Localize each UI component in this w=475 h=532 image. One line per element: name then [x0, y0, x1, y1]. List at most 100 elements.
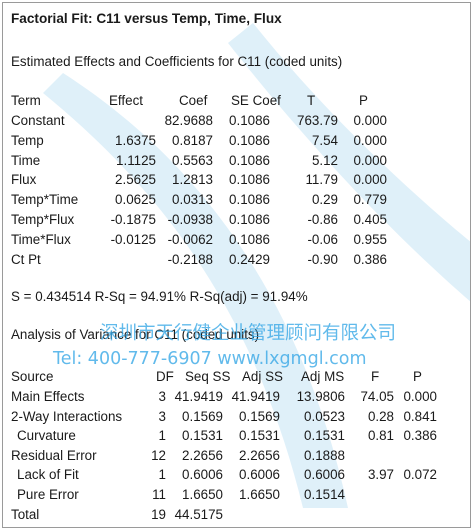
effects-value-cell: 0.2429	[229, 251, 270, 267]
anova-value-cell: 13.9806	[296, 389, 345, 404]
anova-value-cell: 11	[152, 487, 166, 502]
effects-value-cell: 0.779	[353, 192, 387, 208]
anova-heading: Analysis of Variance for C11 (coded unit…	[11, 327, 260, 342]
effects-value-cell: -0.1875	[110, 212, 156, 227]
effects-value-cell: 5.12	[311, 152, 338, 168]
effects-value-cell: 1.1125	[116, 152, 156, 168]
effects-heading: Estimated Effects and Coefficients for C…	[11, 54, 343, 69]
effects-value-cell: 2.5625	[115, 172, 156, 188]
effects-value-cell: 0.1086	[229, 132, 270, 148]
effects-value-cell: 763.79	[297, 113, 338, 128]
anova-value-cell: 1.6650	[239, 487, 280, 502]
anova-source-cell: Curvature	[17, 428, 76, 444]
anova-value-cell: 0.1514	[304, 487, 345, 502]
effects-value-cell: 11.79	[305, 172, 338, 188]
anova-value-cell: 3	[158, 408, 166, 424]
anova-value-cell: 0.6006	[304, 467, 345, 483]
effects-value-cell: 0.1086	[229, 172, 270, 188]
anova-value-cell: 0.841	[403, 408, 437, 424]
anova-value-cell: 0.6006	[239, 467, 280, 483]
effects-term-cell: Temp	[11, 132, 44, 148]
effects-value-cell: 0.386	[353, 251, 387, 267]
effects-header-cell: Effect	[109, 93, 143, 108]
anova-source-cell: Pure Error	[17, 487, 79, 502]
anova-value-cell: 2.2656	[239, 447, 280, 463]
anova-source-cell: 2-Way Interactions	[11, 408, 123, 424]
effects-header-cell: Coef	[179, 93, 208, 108]
anova-value-cell: 1	[158, 467, 166, 483]
effects-value-cell: 1.2813	[172, 172, 213, 188]
effects-term-cell: Ct Pt	[11, 251, 41, 267]
watermark-contact: Tel: 400-777-6907 www.lxgmgl.com	[53, 349, 367, 369]
effects-value-cell: -0.0125	[110, 231, 156, 247]
effects-value-cell: 0.5563	[172, 152, 213, 168]
anova-value-cell: 74.05	[360, 389, 394, 404]
effects-term-cell: Temp*Time	[11, 192, 79, 208]
effects-value-cell: -0.90	[307, 251, 338, 267]
anova-value-cell: 0.81	[367, 428, 394, 444]
anova-value-cell: 0.1569	[239, 408, 280, 424]
effects-value-cell: -0.2188	[167, 251, 213, 267]
anova-value-cell: 0.0523	[304, 408, 345, 424]
anova-header-cell: Source	[11, 369, 54, 384]
anova-header-cell: DF	[156, 369, 174, 384]
anova-value-cell: 44.5175	[174, 506, 223, 522]
effects-value-cell: -0.0062	[167, 231, 213, 247]
anova-value-cell: 0.1888	[304, 447, 345, 463]
effects-header-cell: Term	[11, 93, 41, 108]
anova-value-cell: 0.28	[367, 408, 394, 424]
anova-value-cell: 0.072	[403, 467, 437, 483]
anova-header-cell: Seq SS	[185, 369, 231, 384]
effects-value-cell: 0.29	[311, 192, 338, 208]
anova-value-cell: 0.1531	[304, 428, 345, 444]
fit-stats: S = 0.434514 R-Sq = 94.91% R-Sq(adj) = 9…	[11, 289, 308, 304]
effects-term-cell: Flux	[11, 172, 37, 188]
effects-value-cell: 0.1086	[229, 231, 270, 247]
effects-value-cell: 0.1086	[229, 212, 270, 227]
effects-term-cell: Time	[11, 152, 41, 168]
effects-value-cell: 1.6375	[115, 132, 156, 148]
anova-header-cell: F	[371, 369, 380, 384]
anova-header-cell: Adj MS	[301, 369, 345, 384]
effects-value-cell: 0.955	[353, 231, 387, 247]
anova-value-cell: 19	[151, 506, 166, 522]
anova-value-cell: 3.97	[367, 467, 394, 483]
anova-source-cell: Lack of Fit	[17, 467, 79, 483]
effects-value-cell: 7.54	[311, 132, 338, 148]
effects-term-cell: Time*Flux	[11, 231, 71, 247]
page-title: Factorial Fit: C11 versus Temp, Time, Fl…	[11, 11, 282, 26]
anova-source-cell: Total	[11, 506, 40, 522]
watermark-company: 深圳市天行健企业管理顾问有限公司	[100, 323, 397, 344]
effects-value-cell: 0.1086	[229, 192, 270, 208]
anova-value-cell: 0.6006	[182, 467, 223, 483]
effects-value-cell: 0.405	[353, 212, 387, 227]
anova-value-cell: 0.1531	[239, 428, 280, 444]
effects-term-cell: Temp*Flux	[11, 212, 75, 227]
anova-value-cell: 0.000	[403, 389, 437, 404]
anova-header-cell: P	[413, 369, 422, 384]
effects-value-cell: -0.06	[307, 231, 338, 247]
effects-header-cell: P	[359, 93, 368, 108]
effects-value-cell: 0.000	[353, 152, 387, 168]
effects-term-cell: Constant	[11, 113, 65, 128]
anova-value-cell: 0.386	[403, 428, 437, 444]
effects-value-cell: 0.000	[353, 132, 387, 148]
effects-value-cell: 0.000	[353, 113, 387, 128]
effects-value-cell: 82.9688	[164, 113, 213, 128]
anova-value-cell: 12	[151, 447, 166, 463]
anova-value-cell: 2.2656	[182, 447, 223, 463]
effects-value-cell: 0.8187	[172, 132, 213, 148]
anova-header-cell: Adj SS	[242, 369, 283, 384]
effects-value-cell: 0.1086	[229, 113, 270, 128]
effects-header-cell: SE Coef	[231, 93, 281, 108]
effects-value-cell: 0.000	[353, 172, 387, 188]
anova-source-cell: Residual Error	[11, 447, 97, 463]
anova-value-cell: 41.9419	[174, 389, 223, 404]
effects-value-cell: -0.86	[307, 212, 338, 227]
effects-value-cell: 0.0625	[115, 192, 156, 208]
effects-value-cell: -0.0938	[167, 212, 213, 227]
effects-value-cell: 0.1086	[229, 152, 270, 168]
anova-value-cell: 41.9419	[231, 389, 280, 404]
effects-header-cell: T	[307, 93, 316, 108]
effects-value-cell: 0.0313	[172, 192, 213, 208]
